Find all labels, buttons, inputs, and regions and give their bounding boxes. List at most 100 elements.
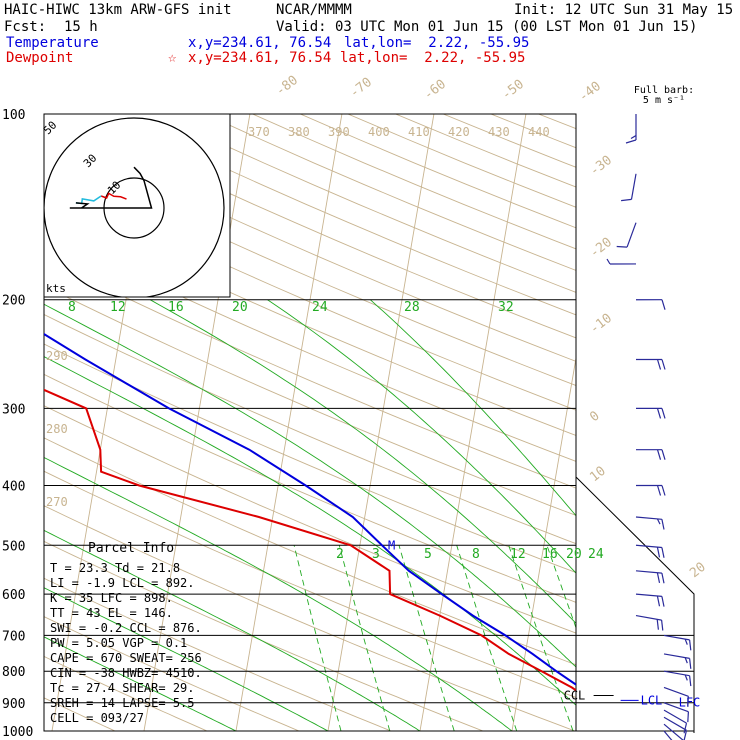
barb-feather	[656, 546, 661, 558]
mixing-ratio-line	[338, 545, 391, 731]
hodograph-units: kts	[46, 282, 66, 295]
moist-adiabat-label: 8	[68, 300, 76, 315]
parcel-info-row: CIN = -38 HWBZ= 4510.	[50, 666, 202, 680]
parcel-info-row: T = 23.3 Td = 21.8	[50, 561, 180, 575]
parcel-info-row: CELL = 093/27	[50, 711, 144, 725]
wind-barb	[663, 686, 689, 707]
mixing-ratio-label: 3	[372, 547, 380, 562]
dry-adiabat	[44, 343, 576, 574]
hodograph-ring	[44, 117, 225, 297]
isotherm-label: 10	[587, 464, 609, 485]
model-name: HAIC-HIWC 13km ARW-GFS init	[4, 2, 232, 18]
dry-adiabat	[44, 203, 576, 436]
pressure-tick-label: 800	[2, 665, 25, 680]
dry-adiabat	[44, 616, 300, 731]
wind-barb	[635, 614, 664, 631]
theta-label: 410	[408, 125, 430, 139]
pressure-tick-label: 300	[2, 402, 25, 417]
wind-barb	[635, 484, 666, 496]
moist-adiabat-label: 20	[232, 300, 248, 315]
mixing-ratio-label: 12	[510, 547, 526, 562]
barb-feather	[684, 638, 688, 645]
init-time: Init: 12 UTC Sun 31 May 15	[514, 2, 734, 18]
parcel-info-row: TT = 43 EL = 146.	[50, 606, 173, 620]
moist-adiabat	[267, 299, 576, 574]
valid-time: Valid: 03 UTC Mon 01 Jun 15 (00 LST Mon …	[276, 19, 698, 35]
isotherm-label: 20	[687, 560, 709, 581]
barb-feather	[656, 572, 661, 584]
barb-feather	[661, 299, 666, 310]
barb-feather	[656, 595, 661, 607]
barb-staff	[663, 730, 673, 740]
barb-feather	[687, 711, 689, 723]
barb-feather	[687, 696, 689, 707]
isotherm-label: -70	[347, 75, 375, 101]
pressure-tick-label: 400	[2, 480, 25, 495]
barb-key: Full barb: 5 m s⁻¹	[634, 85, 694, 106]
isotherm	[696, 114, 740, 731]
barb-feather	[656, 485, 662, 496]
barb-key-title: Full barb:	[634, 85, 694, 96]
barb-feather	[661, 408, 666, 419]
dry-adiabat-label: 290	[46, 349, 68, 363]
barb-feather	[661, 572, 665, 584]
barb-feather	[606, 258, 611, 265]
barb-feather	[661, 596, 665, 607]
dry-adiabat	[44, 152, 576, 386]
barb-staff	[663, 709, 687, 724]
wind-barb	[625, 114, 637, 144]
dewpoint-legend: Dewpoint	[6, 50, 74, 66]
barb-feather	[689, 639, 692, 651]
dry-adiabat	[44, 577, 392, 731]
isotherm	[511, 355, 576, 731]
barb-feather	[616, 245, 628, 248]
parcel-info-row: LI = -1.9 LCL = 892.	[50, 576, 195, 590]
moist-adiabat-label: 32	[498, 300, 514, 315]
wind-barb	[606, 258, 637, 265]
parcel-info-box: Parcel Info T = 23.3 Td = 21.8LI = -1.9 …	[50, 541, 202, 725]
parcel-info-row: PW = 5.05 VGP = 0.1	[50, 636, 187, 650]
barb-feather	[683, 730, 688, 740]
barb-feather	[661, 547, 665, 558]
barb-feather	[661, 519, 665, 530]
dewpoint-xy: x,y=234.61, 76.54	[188, 50, 332, 66]
forecast-label: Fcst:	[4, 19, 47, 35]
organization: NCAR/MMMM	[276, 2, 352, 18]
hodograph-trace	[100, 192, 127, 200]
pressure-tick-label: 900	[2, 697, 25, 712]
header: HAIC-HIWC 13km ARW-GFS init NCAR/MMMM In…	[0, 0, 740, 70]
barb-feather	[656, 619, 659, 630]
barb-staff	[630, 173, 637, 200]
pressure-tick-label: 500	[2, 539, 25, 554]
dry-adiabat	[204, 114, 576, 271]
moist-adiabat	[44, 636, 237, 731]
mixing-ratio-label: 5	[424, 547, 432, 562]
mixing-ratio-label: 8	[472, 547, 480, 562]
wind-barb	[663, 716, 688, 740]
parcel-info-row: K = 35 LFC = 898.	[50, 591, 173, 605]
parcel-info-row: SREH = 14 LAPSE= 5.5	[50, 696, 195, 710]
isotherm-label: -10	[587, 311, 615, 337]
barb-feather	[689, 658, 692, 669]
mixing-ratio-line	[398, 545, 455, 731]
barb-feather	[689, 675, 692, 687]
barb-feather	[684, 657, 688, 664]
dry-adiabat-label: 280	[46, 422, 68, 436]
m-label: M	[388, 538, 395, 552]
barb-feather	[656, 359, 662, 370]
isotherm-label: -80	[273, 73, 301, 99]
parcel-info-row: CAPE = 670 SWEAT= 256	[50, 651, 202, 665]
mixing-ratio-line	[546, 545, 576, 630]
dry-adiabat	[44, 437, 576, 666]
isotherm	[235, 114, 343, 731]
theta-label: 370	[248, 125, 270, 139]
temperature-latlon: lat,lon= 2.22, -55.95	[344, 35, 530, 51]
temperature-legend: Temperature	[6, 35, 99, 51]
barb-feather	[661, 620, 664, 631]
lcl-label: LCL	[641, 693, 663, 707]
barb-staff	[663, 702, 689, 713]
dry-adiabat	[300, 114, 576, 229]
isotherm-label: -60	[421, 77, 449, 103]
wind-barb	[663, 730, 673, 740]
